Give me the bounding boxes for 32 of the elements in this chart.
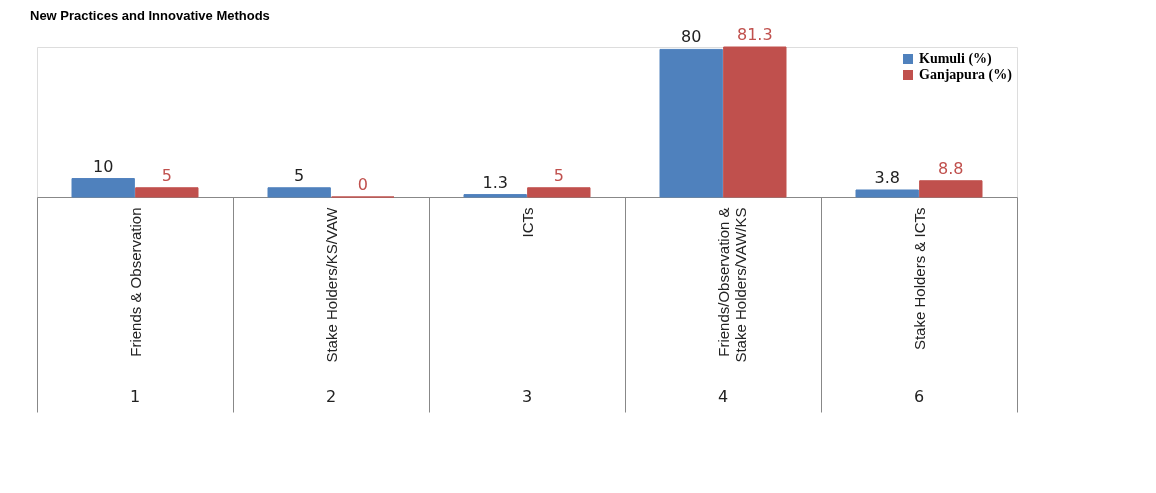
text: 3 xyxy=(521,387,533,406)
x-tick-label: Stake Holders & ICTs xyxy=(910,207,928,351)
data-label: 80 xyxy=(681,27,702,47)
text: 6 xyxy=(913,387,925,406)
bar xyxy=(135,187,199,198)
text: 2 xyxy=(325,387,337,406)
data-label: 0 xyxy=(357,175,368,194)
data-label: 3.8 xyxy=(874,167,900,187)
data-label: 1.3 xyxy=(482,172,508,192)
bar xyxy=(463,194,527,198)
bar xyxy=(919,180,983,198)
bar xyxy=(527,187,591,198)
chart-title: New Practices and Innovative Methods xyxy=(30,8,270,23)
data-label: 10 xyxy=(93,156,114,176)
bar xyxy=(659,48,723,198)
legend-label: Kumuli (%) xyxy=(919,51,993,67)
x-tick-label: Friends & Observation xyxy=(126,207,144,357)
x-tick-label: Stake Holders/KS/VAW xyxy=(322,206,340,363)
bar xyxy=(855,189,919,198)
bar xyxy=(267,187,331,198)
x-tick-label: Friends/Observation & Stake Holders/VAW/KS xyxy=(714,207,749,363)
data-label: 5 xyxy=(294,165,305,185)
x-tick-label: ICTs xyxy=(518,207,536,238)
text: 1 xyxy=(129,387,141,406)
text: 4 xyxy=(717,387,729,406)
bar xyxy=(723,46,787,198)
data-label: 8.8 xyxy=(938,158,964,178)
data-label: 5 xyxy=(553,165,564,185)
data-label: 5 xyxy=(161,165,172,185)
bar xyxy=(71,178,135,198)
data-label: 81.3 xyxy=(737,25,773,44)
legend-label: Ganjapura (%) xyxy=(919,67,1013,83)
